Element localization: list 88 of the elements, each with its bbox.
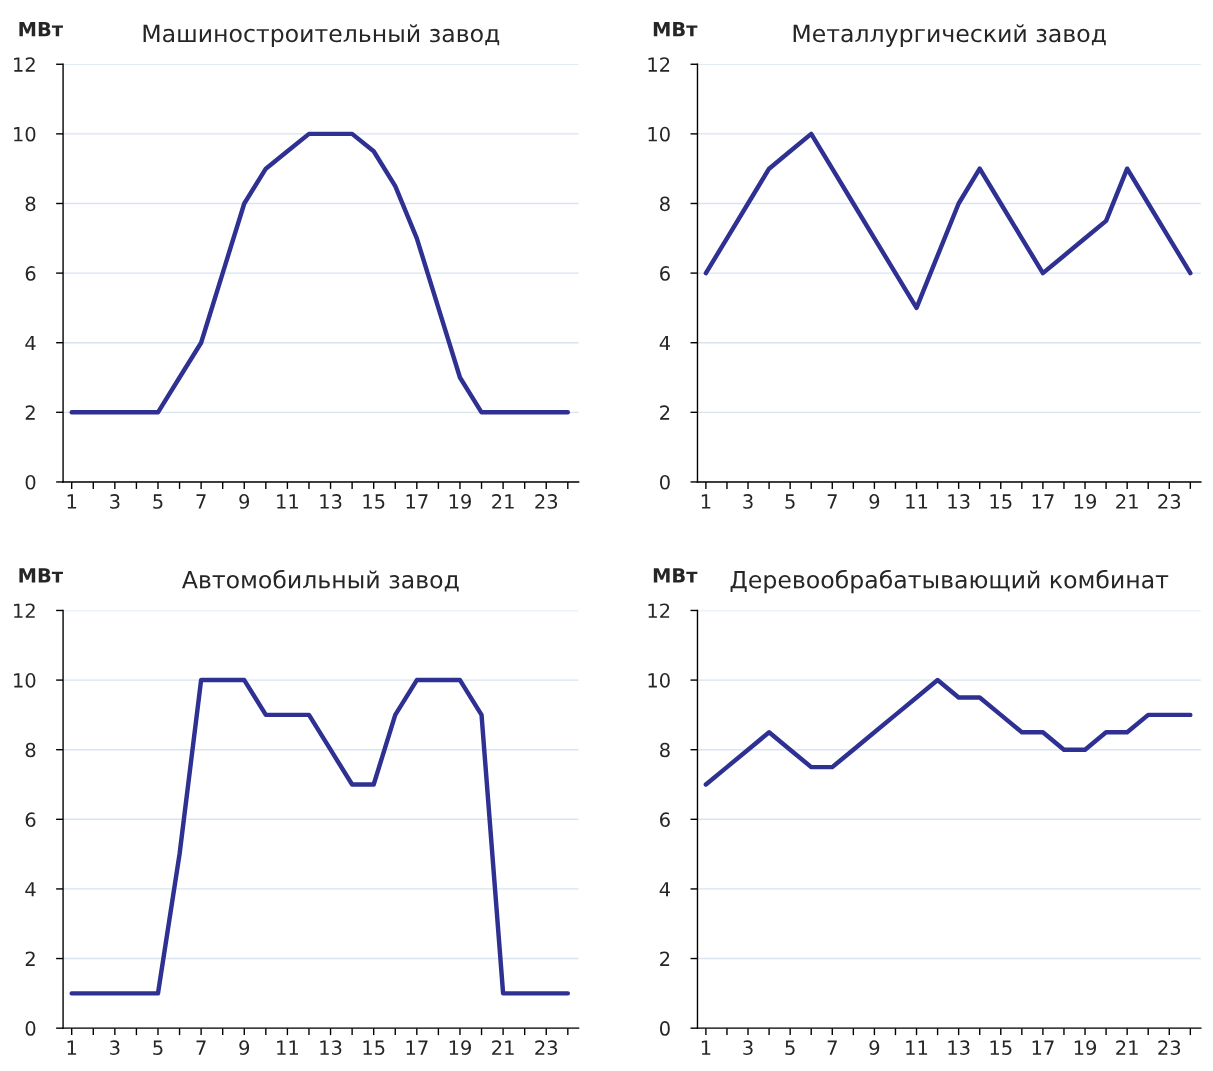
x-tick-label: 13 — [320, 1040, 342, 1056]
x-tick-label: 3 — [743, 1040, 753, 1056]
x-tick-label: 19 — [449, 494, 471, 509]
x-tick-label: 11 — [906, 494, 928, 509]
x-tick-label: 3 — [110, 494, 120, 509]
x-tick-label: 11 — [277, 1040, 298, 1055]
x-tick-label: 7 — [196, 1040, 206, 1055]
y-tick-label: 0 — [660, 474, 670, 490]
y-tick-label: 4 — [25, 882, 36, 897]
x-tick-label: 17 — [1032, 1040, 1054, 1055]
x-tick-label: 9 — [239, 1040, 250, 1056]
y-axis-title: МВт — [19, 568, 63, 583]
y-tick-label: 2 — [25, 951, 35, 966]
y-tick-label: 4 — [659, 335, 670, 351]
x-tick-label: 13 — [320, 494, 342, 509]
y-tick-label: 8 — [660, 742, 670, 758]
y-axis-title: МВт — [19, 22, 63, 37]
line-series — [69, 131, 571, 415]
x-tick-label: 3 — [743, 494, 753, 509]
x-tick-label: 15 — [363, 1040, 385, 1056]
x-tick-label: 1 — [701, 494, 711, 509]
x-tick-label: 23 — [1158, 1040, 1181, 1056]
y-tick-label: 0 — [660, 1021, 670, 1036]
x-tick-label: 11 — [277, 494, 298, 509]
y-axis-title: МВт — [653, 568, 698, 583]
x-tick-label: 9 — [239, 494, 250, 509]
x-tick-label: 7 — [827, 494, 837, 509]
x-tick-label: 19 — [449, 1040, 471, 1056]
x-tick-label: 7 — [196, 494, 206, 509]
x-tick-label: 17 — [406, 1040, 428, 1055]
y-tick-label: 0 — [25, 474, 36, 490]
y-tick-label: 10 — [14, 673, 36, 688]
y-tick-label: 6 — [660, 266, 670, 281]
x-tick-label: 1 — [67, 494, 77, 509]
y-tick-label: 0 — [25, 1021, 36, 1036]
x-tick-label: 21 — [1116, 494, 1138, 509]
chart-title: Автомобильный завод — [181, 569, 459, 592]
y-tick-label: 6 — [25, 266, 36, 281]
x-tick-label: 15 — [363, 494, 385, 509]
x-tick-label: 9 — [869, 494, 880, 509]
chart-title: Машиностроительный завод — [143, 24, 500, 47]
x-tick-label: 23 — [535, 1040, 558, 1056]
x-tick-label: 3 — [110, 1040, 120, 1056]
chart-title: Металлургический завод — [793, 24, 1106, 47]
x-tick-label: 21 — [492, 494, 514, 509]
y-tick-label: 2 — [660, 405, 670, 420]
x-tick-label: 5 — [153, 494, 163, 509]
x-tick-label: 5 — [153, 1040, 163, 1056]
x-tick-label: 17 — [1032, 494, 1054, 509]
y-tick-label: 6 — [660, 812, 670, 827]
x-tick-label: 5 — [785, 1040, 795, 1056]
x-tick-label: 13 — [948, 1040, 970, 1056]
x-tick-label: 15 — [990, 494, 1012, 509]
y-tick-label: 2 — [25, 405, 35, 420]
x-tick-label: 21 — [492, 1040, 514, 1055]
y-tick-label: 12 — [14, 603, 35, 618]
y-tick-label: 12 — [648, 57, 670, 72]
x-tick-label: 19 — [1074, 494, 1097, 509]
x-tick-label: 1 — [67, 1040, 77, 1055]
y-tick-label: 10 — [648, 673, 670, 688]
y-tick-label: 12 — [648, 603, 670, 618]
x-tick-label: 1 — [701, 1040, 711, 1055]
x-tick-label: 23 — [535, 494, 558, 509]
x-tick-label: 21 — [1116, 1040, 1138, 1055]
x-tick-label: 13 — [948, 494, 970, 509]
x-tick-label: 11 — [906, 1040, 928, 1055]
y-axis-title: МВт — [653, 22, 698, 37]
y-tick-label: 10 — [648, 126, 670, 142]
y-tick-label: 12 — [14, 57, 35, 72]
x-tick-label: 7 — [827, 1040, 837, 1055]
y-tick-label: 8 — [25, 742, 36, 758]
x-tick-label: 5 — [785, 494, 795, 509]
x-tick-label: 17 — [406, 494, 428, 509]
y-tick-label: 8 — [25, 196, 36, 212]
line-series — [703, 131, 1193, 311]
line-series — [69, 677, 571, 996]
y-tick-label: 2 — [660, 951, 670, 966]
x-tick-label: 9 — [869, 1040, 880, 1056]
y-tick-label: 4 — [25, 335, 36, 351]
y-tick-label: 8 — [660, 196, 670, 212]
y-tick-label: 10 — [14, 126, 36, 142]
x-tick-label: 15 — [990, 1040, 1012, 1056]
x-tick-label: 23 — [1158, 494, 1181, 509]
chart-title: Деревообрабатывающий комбинат — [730, 569, 1169, 594]
line-series — [703, 677, 1193, 787]
y-tick-label: 6 — [25, 812, 36, 827]
x-tick-label: 19 — [1074, 1040, 1097, 1056]
y-tick-label: 4 — [659, 882, 670, 897]
